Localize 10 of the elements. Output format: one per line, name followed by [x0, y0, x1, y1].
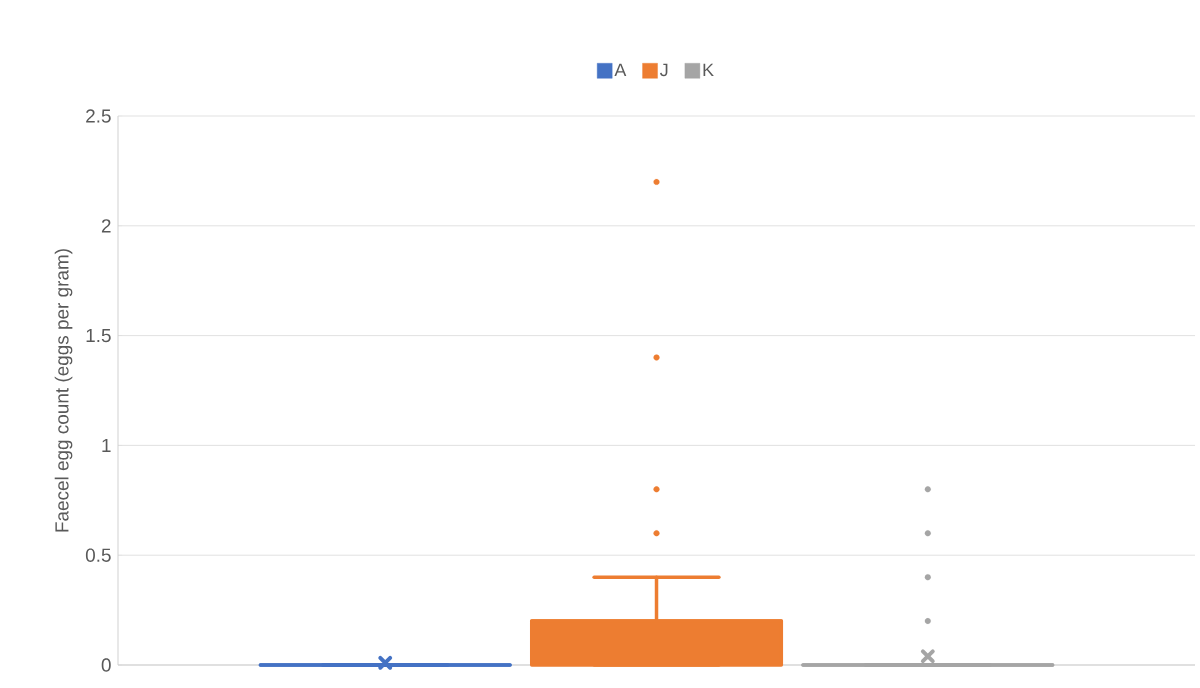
y-axis-title: Faecel egg count (eggs per gram): [54, 249, 73, 532]
y-tick-label: 1.5: [86, 329, 111, 343]
y-tick-label: 2.5: [86, 109, 111, 123]
legend-label: K: [703, 63, 714, 77]
y-tick-label: 2: [101, 219, 111, 233]
legend-label: A: [614, 63, 627, 77]
y-tick-label: 1: [102, 438, 111, 452]
y-tick-label: 0: [101, 658, 111, 672]
legend-label: J: [660, 63, 668, 77]
y-tick-label: 0.5: [85, 548, 111, 562]
